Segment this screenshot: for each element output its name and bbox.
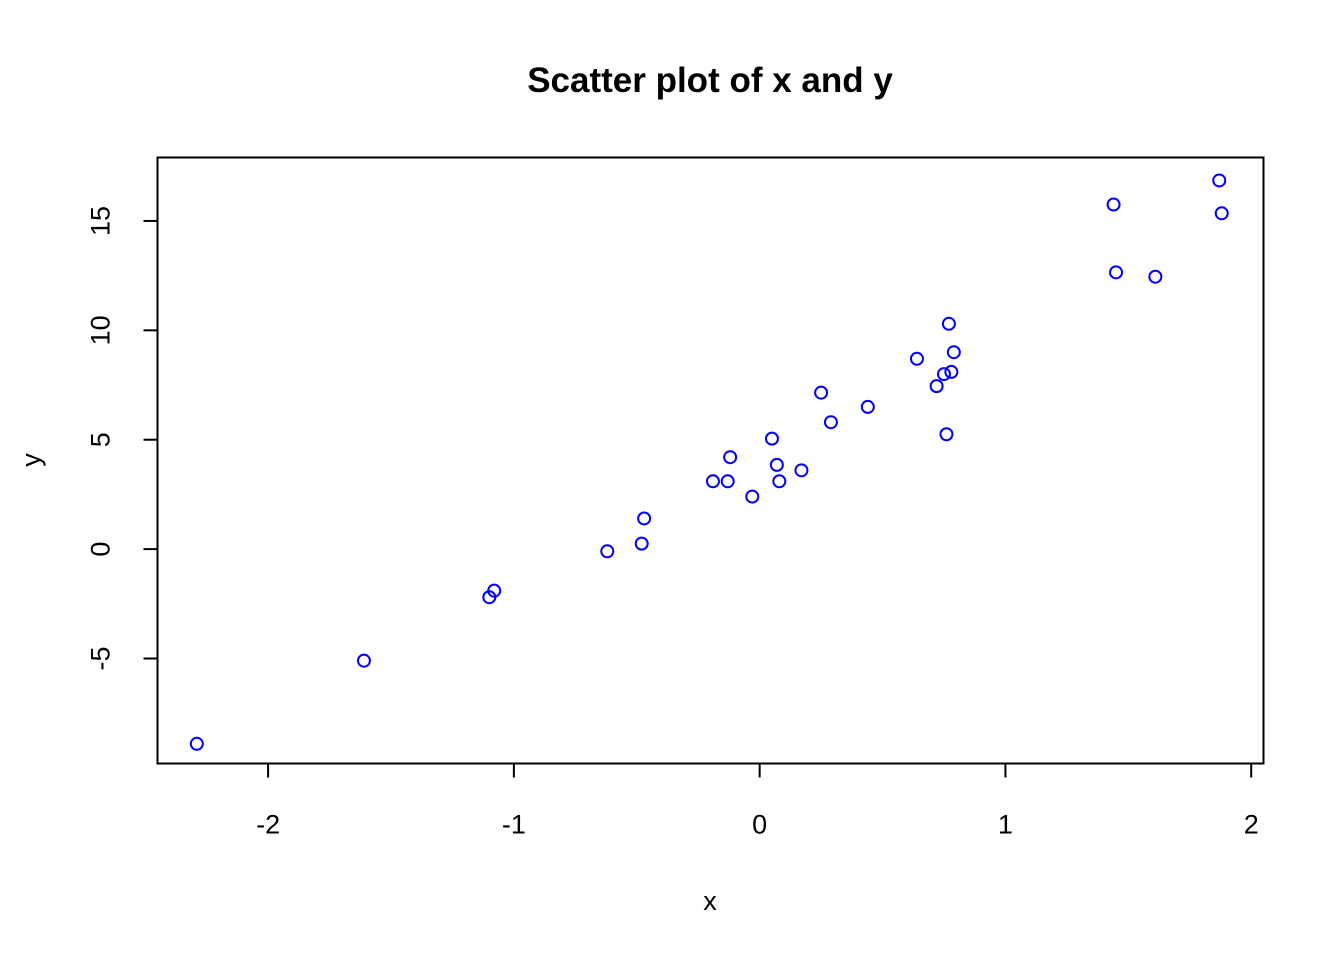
- scatter-point: [1212, 173, 1227, 188]
- scatter-point: [936, 367, 951, 382]
- scatter-point: [823, 415, 838, 430]
- plot-frame: [156, 156, 1265, 765]
- scatter-point: [929, 379, 944, 394]
- y-axis: -5 0 5 10 15: [86, 206, 159, 670]
- scatter-point: [909, 351, 924, 366]
- y-tick-label: 5: [86, 432, 116, 447]
- scatter-point: [189, 736, 204, 751]
- x-axis-label: x: [703, 886, 717, 916]
- y-tick-label: 15: [86, 206, 116, 236]
- chart-title: Scatter plot of x and y: [527, 61, 893, 100]
- x-axis: -2 -1 0 1 2: [256, 762, 1259, 840]
- scatter-point: [487, 583, 502, 598]
- scatter-point: [637, 511, 652, 526]
- scatter-point: [860, 399, 875, 414]
- scatter-point: [634, 536, 649, 551]
- scatter-point: [745, 489, 760, 504]
- scatter-point: [814, 385, 829, 400]
- scatter-point: [1106, 197, 1121, 212]
- y-tick-label: 0: [86, 542, 116, 557]
- scatter-point: [939, 427, 954, 442]
- x-tick-label: 0: [752, 810, 767, 840]
- scatter-point: [1109, 265, 1124, 280]
- scatter-point: [944, 364, 959, 379]
- data-points: [189, 173, 1229, 751]
- scatter-point: [705, 474, 720, 489]
- scatter-point: [941, 316, 956, 331]
- x-tick-label: 2: [1244, 810, 1259, 840]
- x-tick-label: -2: [256, 810, 280, 840]
- scatter-point: [772, 474, 787, 489]
- y-axis-label: y: [16, 453, 46, 467]
- scatter-point: [723, 450, 738, 465]
- scatter-point: [600, 544, 615, 559]
- y-tick-label: -5: [86, 646, 116, 670]
- scatter-point: [356, 653, 371, 668]
- x-tick-label: 1: [998, 810, 1013, 840]
- x-tick-label: -1: [502, 810, 526, 840]
- scatter-point: [1214, 206, 1229, 221]
- scatter-point: [769, 457, 784, 472]
- scatter-point: [794, 463, 809, 478]
- scatter-point: [720, 474, 735, 489]
- scatter-point: [946, 345, 961, 360]
- y-tick-label: 10: [86, 315, 116, 345]
- scatter-point: [1148, 269, 1163, 284]
- scatter-point: [764, 431, 779, 446]
